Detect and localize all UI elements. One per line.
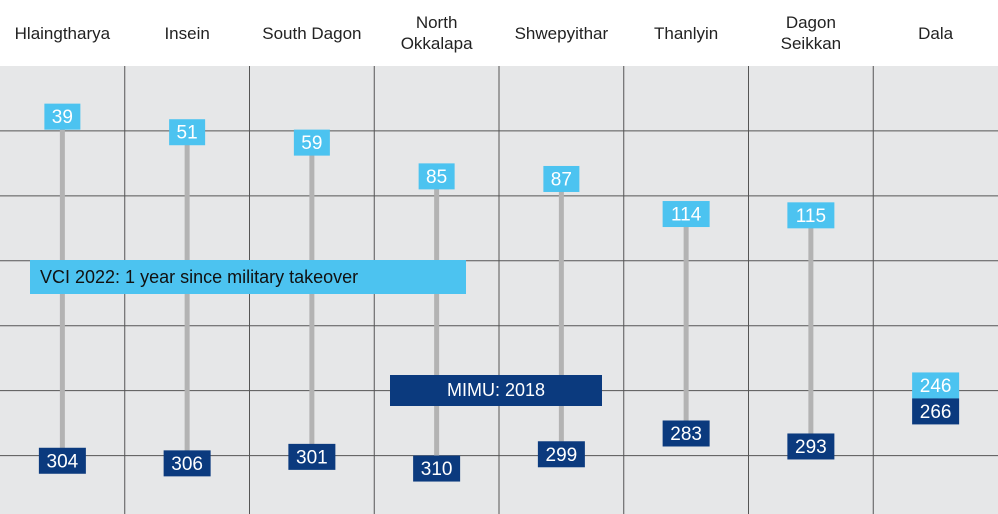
value-box: [912, 372, 960, 399]
value-label: 85: [426, 167, 447, 188]
value-box: [163, 450, 211, 477]
category-label: Hlaingtharya: [14, 23, 111, 43]
category-label: North Okkalapa: [400, 13, 473, 53]
value-label: 310: [421, 459, 453, 480]
category-label: Dala: [918, 23, 954, 43]
value-label: 87: [551, 169, 572, 190]
value-box: [413, 455, 461, 482]
value-box: [912, 398, 960, 425]
value-box: [537, 441, 585, 468]
legend-mimu: MIMU: 2018: [390, 375, 602, 406]
value-box: [293, 129, 330, 156]
value-label: 114: [671, 205, 702, 226]
value-box: [662, 420, 710, 447]
value-box: [169, 119, 206, 146]
category-label: Shwepyithar: [514, 23, 609, 43]
value-label: 299: [546, 445, 578, 466]
value-label: 266: [920, 402, 952, 423]
value-box: [38, 447, 86, 474]
value-box: [543, 165, 580, 192]
category-label: Thanlyin: [653, 23, 719, 43]
value-label: 293: [795, 437, 827, 458]
value-label: 301: [296, 447, 328, 468]
value-label: 283: [670, 424, 702, 445]
value-box: [787, 202, 835, 229]
value-label: 59: [301, 133, 322, 154]
value-label: 306: [171, 454, 203, 475]
value-box: [288, 443, 336, 470]
category-label: Insein: [164, 23, 210, 43]
value-label: 115: [796, 206, 826, 227]
value-box: [44, 103, 81, 130]
value-box: [418, 163, 455, 190]
value-label: 246: [920, 376, 952, 397]
value-label: 304: [47, 451, 79, 472]
value-label: 51: [177, 123, 198, 144]
legend-vci: VCI 2022: 1 year since military takeover: [30, 260, 466, 294]
value-label: 39: [52, 107, 73, 128]
category-label: Dagon Seikkan: [780, 13, 842, 53]
value-box: [787, 433, 835, 460]
value-box: [662, 201, 710, 228]
category-label: South Dagon: [262, 23, 362, 43]
